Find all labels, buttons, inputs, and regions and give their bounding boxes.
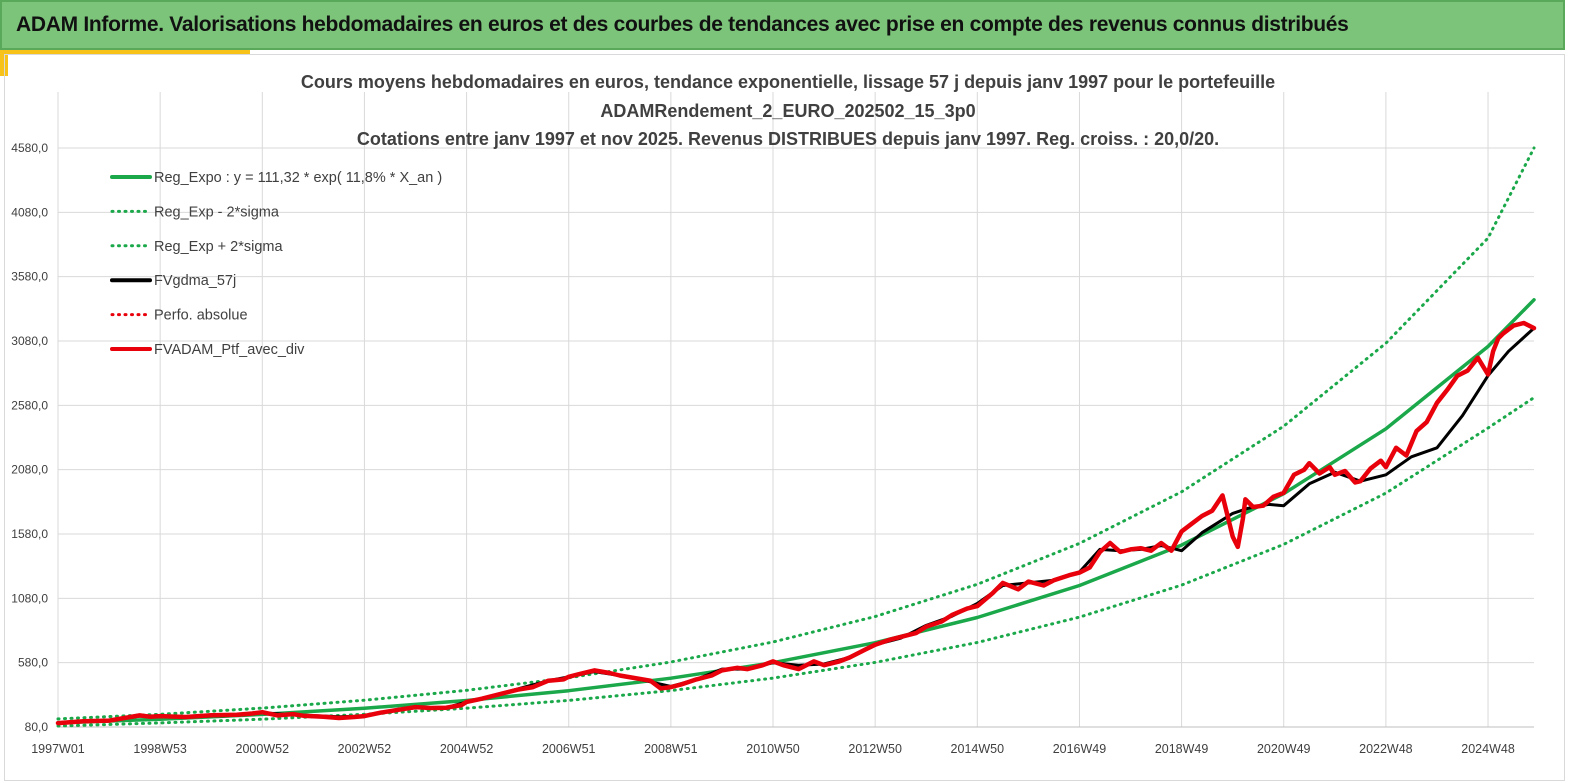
- legend-label: FVADAM_Ptf_avec_div: [154, 342, 305, 358]
- legend-label: Reg_Expo : y = 111,32 * exp( 11,8% * X_a…: [154, 170, 442, 186]
- legend: Reg_Expo : y = 111,32 * exp( 11,8% * X_a…: [110, 170, 442, 358]
- series-line-2: [56, 146, 1536, 721]
- x-tick-label: 2002W52: [338, 742, 392, 756]
- y-tick-label: 3580,0: [11, 270, 48, 284]
- x-tick-label: 2004W52: [440, 742, 494, 756]
- chart-title-line: Cotations entre janv 1997 et nov 2025. R…: [357, 129, 1219, 149]
- y-tick-label: 2080,0: [11, 463, 48, 477]
- y-tick-label: 580,0: [18, 656, 48, 670]
- x-tick-label: 2008W51: [644, 742, 698, 756]
- legend-label: Reg_Exp - 2*sigma: [154, 204, 280, 220]
- x-tick-label: 2018W49: [1155, 742, 1209, 756]
- x-tick-label: 2014W50: [951, 742, 1005, 756]
- y-tick-label: 3080,0: [11, 334, 48, 348]
- y-axis-labels: 80,0 580,0 1080,0 1580,0 2080,0 2580,0 3080,0 3…: [11, 141, 48, 734]
- chart-title-line: Cours moyens hebdomadaires en euros, ten…: [301, 72, 1275, 92]
- y-tick-label: 1580,0: [11, 527, 48, 541]
- x-tick-label: 2022W48: [1359, 742, 1413, 756]
- y-tick-label: 80,0: [25, 720, 49, 734]
- series-lines: [55, 146, 1537, 728]
- x-tick-label: 1998W53: [133, 742, 187, 756]
- x-tick-label: 1997W01: [31, 742, 85, 756]
- header-banner: ADAM Informe. Valorisations hebdomadaire…: [0, 0, 1565, 50]
- page-title: ADAM Informe. Valorisations hebdomadaire…: [16, 13, 1349, 36]
- x-tick-label: 2000W52: [236, 742, 290, 756]
- grid-lines: [57, 92, 1534, 728]
- x-tick-label: 2016W49: [1053, 742, 1107, 756]
- y-tick-label: 4080,0: [11, 205, 48, 219]
- x-tick-label: 2020W49: [1257, 742, 1311, 756]
- legend-label: FVgdma_57j: [154, 273, 236, 289]
- chart-title-line: ADAMRendement_2_EURO_202502_15_3p0: [600, 101, 975, 121]
- legend-label: Perfo. absolue: [154, 308, 248, 324]
- y-tick-label: 4580,0: [11, 141, 48, 155]
- series-line-5: [55, 320, 1537, 726]
- y-tick-label: 2580,0: [11, 398, 48, 412]
- y-tick-label: 1080,0: [11, 591, 48, 605]
- x-axis-labels: 1997W01 1998W53 2000W52 2002W52 2004W52 2006W…: [31, 742, 1515, 756]
- chart-frame: [4, 54, 1565, 781]
- x-tick-label: 2012W50: [848, 742, 902, 756]
- accent-bar-top: [0, 50, 250, 54]
- series-line-1: [56, 396, 1536, 728]
- x-tick-label: 2024W48: [1461, 742, 1515, 756]
- series-line-0: [56, 298, 1536, 725]
- series-line-3: [56, 326, 1536, 725]
- x-tick-label: 2006W51: [542, 742, 596, 756]
- x-tick-label: 2010W50: [746, 742, 800, 756]
- legend-label: Reg_Exp + 2*sigma: [154, 239, 283, 255]
- chart-title: Cours moyens hebdomadaires en euros, ten…: [301, 72, 1275, 149]
